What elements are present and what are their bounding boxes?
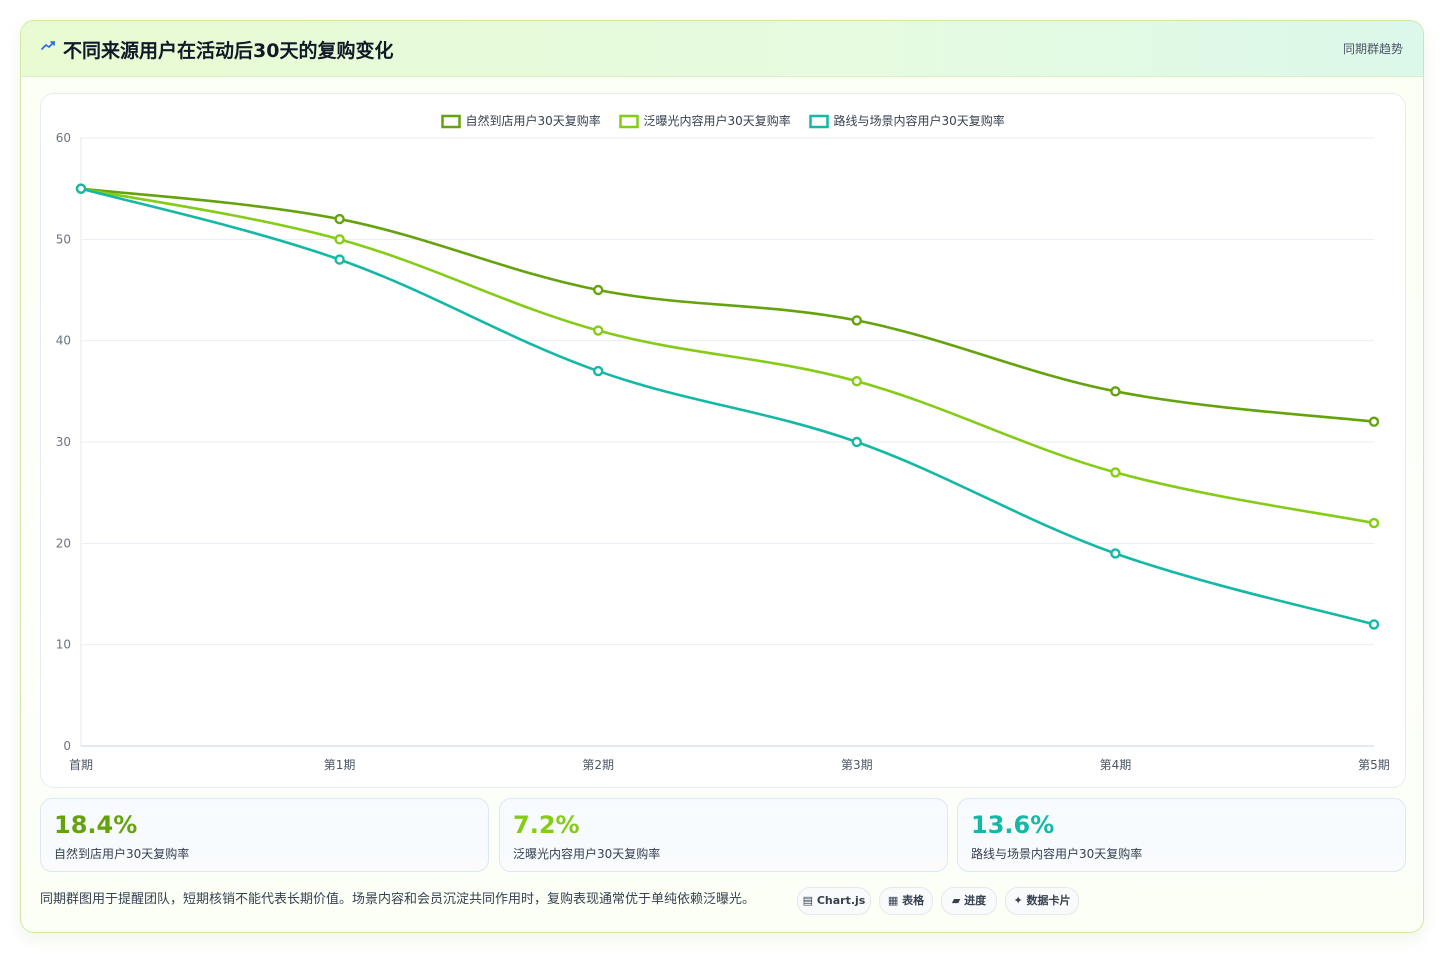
series-line-2 bbox=[79, 187, 1376, 525]
chip-chartjs[interactable]: ▤ Chart.js bbox=[797, 887, 871, 915]
chart-panel: 0 10 20 30 40 50 60 首期 第1期 第2期 第3期 第4期 第5期 自然到店用户30天复… bbox=[40, 93, 1406, 788]
x-tick-label: 第2期 bbox=[582, 758, 614, 772]
data-point bbox=[593, 325, 604, 336]
data-point bbox=[593, 284, 604, 296]
legend-label: 泛曝光内容用户30天复购率 bbox=[644, 113, 791, 128]
data-point bbox=[1110, 386, 1121, 397]
stat-card-exposure: 7.2% 泛曝光内容用户30天复购率 bbox=[499, 798, 948, 872]
y-tick-label: 0 bbox=[63, 739, 71, 753]
data-point bbox=[851, 376, 862, 387]
data-point bbox=[851, 436, 862, 448]
trend-icon bbox=[41, 41, 55, 50]
card-header: 不同来源用户在活动后30天的复购变化 同期群趋势 bbox=[21, 21, 1423, 77]
y-tick-label: 40 bbox=[56, 334, 71, 348]
stat-label: 自然到店用户30天复购率 bbox=[54, 847, 190, 861]
stat-value: 7.2% bbox=[513, 811, 580, 839]
legend-label: 路线与场景内容用户30天复购率 bbox=[834, 113, 1005, 128]
chart-card: 不同来源用户在活动后30天的复购变化 同期群趋势 0 10 20 30 40 50 60 首期… bbox=[20, 20, 1424, 933]
stat-value: 18.4% bbox=[54, 811, 138, 839]
x-tick-label: 第3期 bbox=[841, 758, 873, 772]
data-point bbox=[75, 183, 87, 194]
data-point bbox=[1368, 416, 1380, 427]
chip-table[interactable]: ▦ 表格 bbox=[879, 887, 933, 915]
legend-swatch bbox=[809, 114, 829, 129]
data-point bbox=[593, 365, 604, 377]
x-tick-label: 第4期 bbox=[1100, 758, 1132, 772]
cohort-trend-tag: 同期群趋势 bbox=[1342, 42, 1403, 56]
series-line-3 bbox=[79, 187, 1376, 626]
data-point bbox=[1368, 619, 1380, 630]
stat-value: 13.6% bbox=[971, 811, 1055, 839]
series-line-1 bbox=[79, 187, 1376, 424]
stat-label: 泛曝光内容用户30天复购率 bbox=[513, 847, 661, 861]
y-tick-label: 30 bbox=[56, 435, 71, 449]
line-chart: 0 10 20 30 40 50 60 首期 第1期 第2期 第3期 第4期 第5期 自然到店用户30天复… bbox=[56, 113, 1390, 772]
chart-title: 不同来源用户在活动后30天的复购变化 bbox=[63, 40, 394, 62]
legend-swatch bbox=[441, 114, 461, 129]
stat-label: 路线与场景内容用户30天复购率 bbox=[971, 847, 1143, 861]
data-point bbox=[1110, 467, 1121, 478]
data-point bbox=[1368, 517, 1380, 529]
x-tick-label: 第5期 bbox=[1358, 758, 1390, 772]
data-point bbox=[334, 234, 345, 245]
chip-progress[interactable]: ▰ 进度 bbox=[941, 887, 997, 915]
stat-card-route-scene: 13.6% 路线与场景内容用户30天复购率 bbox=[957, 798, 1406, 872]
x-tick-label: 首期 bbox=[69, 758, 93, 772]
chip-data-card[interactable]: ✦ 数据卡片 bbox=[1005, 887, 1079, 915]
data-point bbox=[334, 213, 345, 225]
legend-swatch bbox=[619, 114, 639, 129]
y-tick-label: 50 bbox=[56, 232, 71, 246]
y-tick-label: 60 bbox=[56, 131, 71, 145]
x-tick-label: 第1期 bbox=[324, 758, 356, 772]
footnote: 同期群图用于提醒团队，短期核销不能代表长期价值。场景内容和会员沉淀共同作用时，复… bbox=[40, 892, 756, 907]
data-point bbox=[851, 315, 862, 326]
y-tick-label: 10 bbox=[56, 638, 71, 652]
legend-label: 自然到店用户30天复购率 bbox=[466, 113, 601, 128]
data-point bbox=[334, 254, 345, 265]
stat-card-natural: 18.4% 自然到店用户30天复购率 bbox=[40, 798, 489, 872]
y-tick-label: 20 bbox=[56, 536, 71, 550]
data-point bbox=[1110, 548, 1121, 559]
